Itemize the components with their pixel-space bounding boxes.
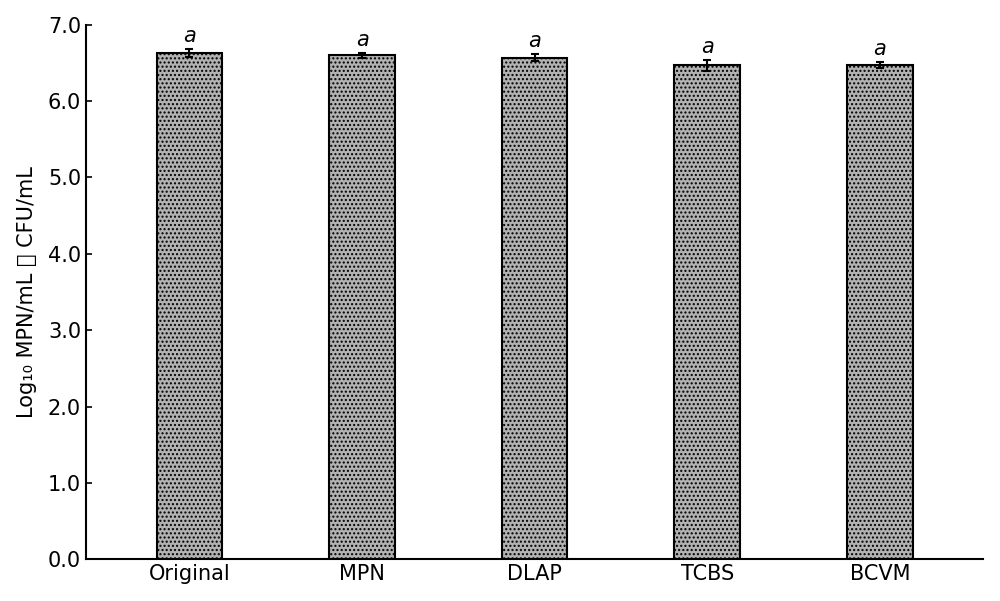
Bar <box>502 58 567 560</box>
Text: a: a <box>356 30 368 50</box>
Bar <box>674 65 740 560</box>
Text: a: a <box>183 26 196 46</box>
Bar <box>847 65 913 560</box>
Bar <box>329 55 395 560</box>
Text: a: a <box>528 31 541 52</box>
Text: a: a <box>873 39 886 59</box>
Text: a: a <box>701 37 714 56</box>
Bar <box>157 53 222 560</box>
Y-axis label: Log₁₀ MPN/mL 或 CFU/mL: Log₁₀ MPN/mL 或 CFU/mL <box>17 166 37 418</box>
